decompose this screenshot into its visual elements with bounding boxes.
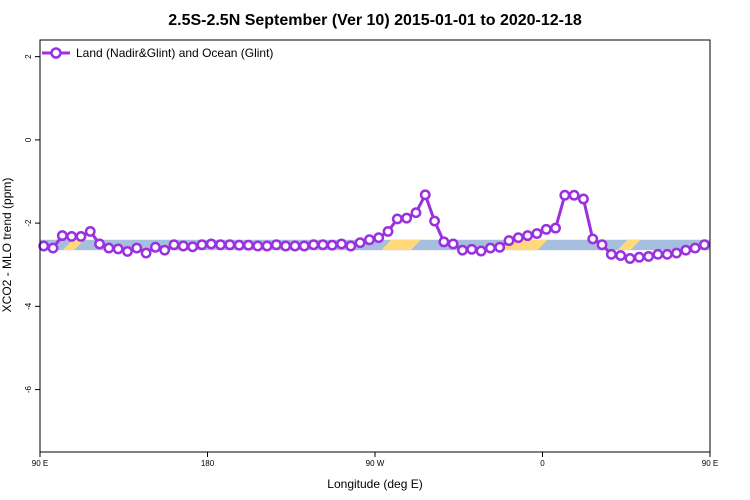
data-point (289, 240, 301, 252)
data-point (438, 236, 450, 248)
data-point (103, 242, 115, 254)
data-point (419, 189, 431, 201)
data-point (531, 228, 543, 239)
axes: 90 E 180 90 W 0 90 E 2 0 -2 -4 -6 (24, 54, 718, 468)
data-point (84, 225, 96, 237)
band-land-segment (381, 239, 421, 251)
data-point (94, 238, 106, 250)
data-point (112, 243, 124, 255)
data-point (429, 215, 441, 227)
legend-entry-label: Land (Nadir&Glint) and Ocean (Glint) (76, 46, 273, 60)
band-land-segment (62, 239, 85, 251)
x-tick-label: 0 (540, 459, 545, 468)
data-point (680, 244, 692, 256)
data-point (149, 241, 161, 253)
data-point (66, 230, 78, 242)
data-point (540, 223, 552, 235)
x-tick-label: 90 W (366, 459, 385, 468)
data-point (75, 230, 87, 242)
data-point (47, 242, 59, 254)
data-point (373, 232, 385, 244)
data-point (577, 193, 589, 205)
data-point (354, 237, 366, 249)
data-point (671, 247, 682, 259)
latitude-band (40, 239, 710, 251)
data-point (633, 251, 645, 263)
legend: Land (Nadir&Glint) and Ocean (Glint) (42, 46, 273, 60)
y-tick-label: 0 (24, 137, 33, 142)
x-tick-label: 90 E (702, 459, 718, 468)
y-tick-label: -6 (24, 385, 33, 393)
data-point (466, 243, 478, 255)
data-point (568, 189, 580, 201)
data-point (522, 230, 534, 242)
data-point (382, 225, 394, 237)
data-point (652, 248, 664, 260)
band-ocean (40, 239, 710, 251)
data-point (252, 240, 264, 252)
data-point (317, 239, 329, 251)
data-point (391, 213, 403, 225)
data-point (689, 242, 701, 254)
y-tick-label: 2 (24, 54, 33, 59)
data-point (550, 222, 561, 234)
data-point (596, 239, 608, 251)
series-layer (38, 189, 710, 264)
data-point (38, 240, 50, 252)
data-point (401, 212, 413, 224)
x-tick-label: 180 (201, 459, 215, 468)
data-point (345, 240, 357, 252)
data-point (643, 250, 655, 262)
chart-title: 2.5S-2.5N September (Ver 10) 2015-01-01 … (168, 12, 582, 29)
y-axis-label: XCO2 - MLO trend (ppm) (0, 178, 14, 313)
data-point (494, 241, 506, 253)
data-point (336, 238, 347, 250)
x-tick-label: 90 E (32, 459, 48, 468)
data-point (698, 239, 710, 251)
data-point (242, 239, 254, 251)
data-point (280, 240, 292, 252)
data-point (177, 240, 189, 252)
data-point (56, 230, 68, 242)
data-point (215, 239, 226, 251)
data-point (661, 248, 673, 260)
data-point (484, 242, 496, 254)
data-point (140, 247, 152, 259)
data-point (261, 240, 273, 252)
data-point (587, 233, 599, 245)
y-tick-label: -4 (24, 302, 33, 310)
data-point (205, 238, 217, 250)
data-point (503, 235, 515, 247)
data-point (196, 239, 208, 251)
data-point (624, 253, 636, 264)
data-point (326, 239, 338, 251)
band-land-segment (617, 239, 641, 251)
data-point (187, 241, 199, 253)
data-point (615, 250, 627, 262)
data-point (457, 244, 468, 256)
data-point (447, 238, 459, 250)
data-point (410, 207, 422, 219)
data-point (168, 239, 180, 251)
data-point (233, 239, 245, 251)
legend-marker (50, 47, 62, 59)
data-point (475, 245, 487, 257)
data-point (131, 242, 143, 254)
data-point (308, 239, 320, 251)
data-point (122, 245, 133, 257)
data-point (605, 248, 617, 260)
data-point (159, 244, 171, 256)
x-axis-label: Longitude (deg E) (327, 477, 422, 491)
data-point (512, 232, 524, 244)
y-tick-label: -2 (24, 219, 33, 227)
data-point (270, 239, 282, 251)
data-point (224, 239, 236, 251)
data-point (559, 189, 571, 201)
data-point (363, 234, 375, 246)
data-point (298, 240, 310, 252)
